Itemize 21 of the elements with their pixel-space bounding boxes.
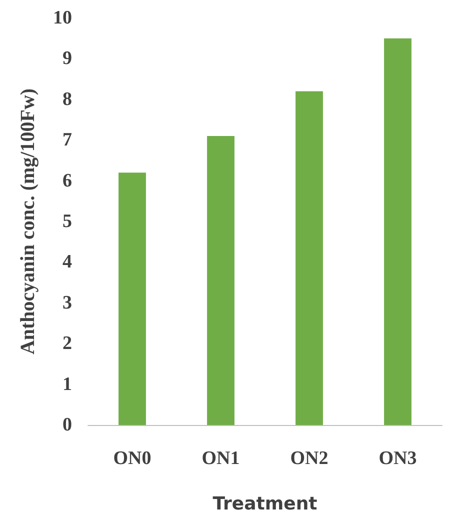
bar <box>207 136 234 425</box>
y-tick-label: 10 <box>53 8 72 28</box>
x-tick-label: ON3 <box>378 448 417 469</box>
y-tick-label: 8 <box>62 88 72 110</box>
y-axis-title: Anthocyanin conc. (mg/100Fw) <box>17 88 39 355</box>
bar <box>384 38 412 425</box>
y-tick-label: 7 <box>62 130 72 151</box>
y-tick-label: 4 <box>62 252 72 273</box>
bar <box>118 172 146 425</box>
x-tick-label: ON2 <box>290 448 328 469</box>
x-tick-label: ON1 <box>202 448 240 469</box>
y-tick-label: 6 <box>62 170 72 192</box>
bar <box>296 91 323 425</box>
y-tick-label: 2 <box>62 333 72 354</box>
y-tick-label: 1 <box>62 374 72 395</box>
y-tick-label: 0 <box>62 414 72 436</box>
y-tick-label: 9 <box>62 48 72 70</box>
x-tick-label: ON0 <box>113 448 152 469</box>
y-tick-label: 5 <box>62 211 72 232</box>
y-tick-label: 3 <box>62 292 72 314</box>
x-axis-title: Treatment <box>212 494 318 514</box>
